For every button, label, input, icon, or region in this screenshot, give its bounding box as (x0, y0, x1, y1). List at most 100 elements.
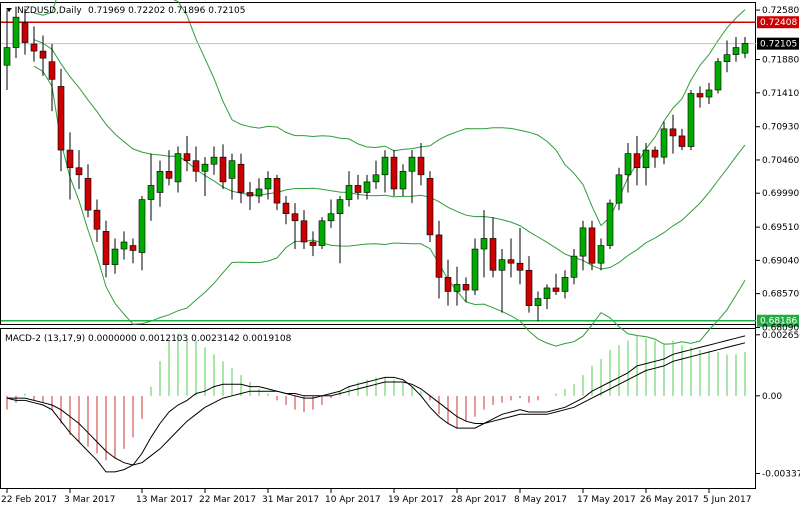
candle (75, 150, 83, 189)
candle-body (345, 185, 353, 200)
level-label: 0.72408 (760, 18, 797, 28)
candle (741, 36, 749, 59)
candle-body (291, 213, 299, 222)
candle-body (417, 156, 425, 176)
candle-body (660, 128, 668, 158)
candle (426, 171, 434, 242)
price-tick-label: 0.71410 (762, 89, 799, 99)
candle (372, 160, 380, 189)
candlesticks (3, 6, 749, 322)
candle (363, 174, 371, 200)
candle-body (300, 220, 308, 243)
candle-body (579, 227, 587, 257)
candle-body (723, 54, 731, 62)
macd-line (6, 335, 746, 473)
candle-body (183, 153, 191, 161)
candle (336, 196, 344, 264)
price-tick-label: 0.69040 (762, 256, 799, 266)
time-tick-label: 19 Apr 2017 (388, 495, 444, 505)
candle (498, 249, 506, 313)
candle (66, 132, 74, 200)
candle-body (444, 277, 452, 292)
macd-pane (0, 328, 756, 489)
candle (93, 199, 101, 242)
candle (39, 35, 47, 76)
candle (300, 210, 308, 250)
time-tick-label: 17 May 2017 (577, 495, 636, 505)
bollinger-middle-band (33, 39, 746, 270)
candle-body (606, 202, 614, 246)
candle-body (66, 149, 74, 169)
price-pane (0, 2, 756, 325)
ohlc-values: 0.71969 0.72202 0.71896 0.72105 (88, 6, 245, 16)
candle (291, 203, 299, 250)
candle-body (624, 153, 632, 176)
candle (255, 178, 263, 204)
candle (282, 196, 290, 225)
candle (489, 217, 497, 278)
price-tick-label: 0.72580 (762, 6, 799, 16)
candle (264, 171, 272, 200)
candle-body (57, 86, 65, 151)
candle (57, 68, 65, 172)
candle-body (471, 248, 479, 291)
candle (696, 86, 704, 108)
time-tick-label: 22 Mar 2017 (199, 495, 256, 505)
candle-body (327, 213, 335, 222)
candle-body (552, 287, 560, 292)
candle-body (480, 238, 488, 250)
candle-body (669, 128, 677, 137)
candle (597, 238, 605, 271)
candle-body (129, 245, 137, 251)
candle-body (561, 277, 569, 292)
candle (462, 277, 470, 303)
candle-body (210, 156, 218, 165)
candle (399, 164, 407, 197)
price-tick-label: 0.69990 (762, 189, 799, 199)
candle (201, 157, 209, 197)
horizontal-levels: 0.72408 0.68186 0.72105 (1, 16, 799, 327)
candle (327, 199, 335, 228)
candle-body (21, 22, 29, 43)
candle (30, 26, 38, 62)
candle-body (390, 156, 398, 190)
candle (615, 167, 623, 211)
candle-body (93, 209, 101, 230)
candle-body (102, 231, 110, 265)
candle (138, 196, 146, 271)
candle (354, 174, 362, 200)
candle (732, 36, 740, 62)
candle-body (147, 185, 155, 200)
candle-body (705, 89, 713, 98)
candle-body (48, 61, 56, 80)
candle-body (732, 47, 740, 55)
candle-body (156, 170, 164, 193)
candle-body (84, 178, 92, 211)
candle (3, 10, 11, 90)
candle (111, 238, 119, 274)
candle-body (237, 163, 245, 193)
candle (579, 220, 587, 271)
collapse-triangle-icon[interactable] (6, 8, 12, 12)
candle-body (435, 234, 443, 278)
candle-body (273, 178, 281, 204)
candle-body (525, 269, 533, 306)
candle-body (165, 170, 173, 179)
candle-body (372, 174, 380, 183)
candle (705, 82, 713, 105)
symbol-label: NZDUSD,Daily (17, 6, 82, 16)
candle (174, 146, 182, 193)
candle (210, 146, 218, 175)
candle (471, 238, 479, 296)
candle-body (597, 245, 605, 264)
time-tick-label: 8 May 2017 (514, 495, 567, 505)
bollinger-upper-band (33, 0, 746, 227)
candle-body (570, 255, 578, 278)
candle (507, 238, 515, 278)
candle (21, 8, 29, 55)
price-tick-label: 0.68570 (762, 290, 799, 300)
candle-body (192, 160, 200, 172)
candle (381, 150, 389, 193)
candle (678, 128, 686, 151)
